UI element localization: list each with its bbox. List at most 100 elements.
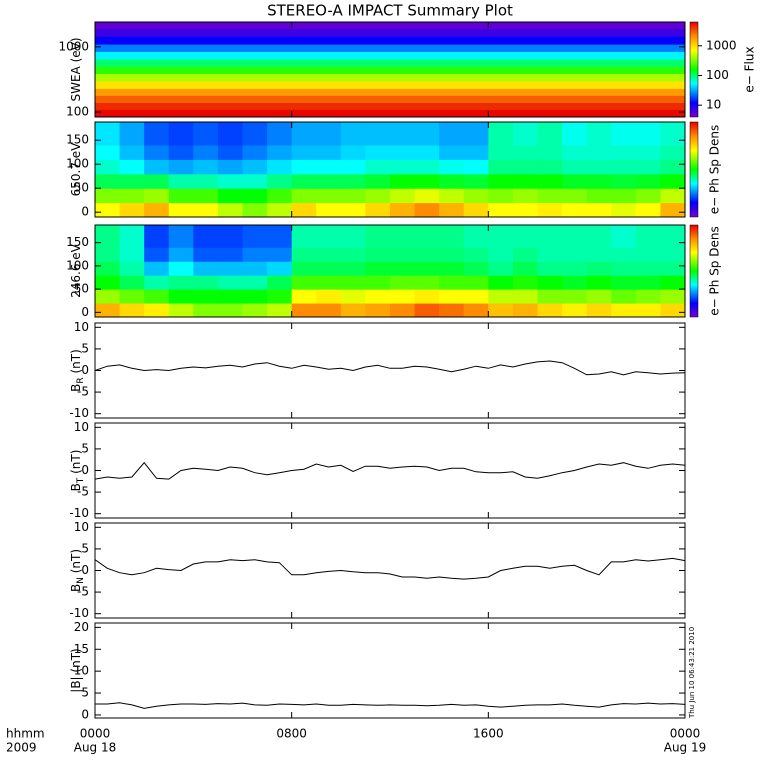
spectrogram-cell	[390, 202, 416, 217]
x-axis-label: hhmm	[6, 727, 45, 741]
spectrogram-cell	[390, 122, 416, 146]
spectrogram-cell	[95, 145, 121, 160]
spectrogram-cell	[267, 289, 293, 304]
spectrogram-cell	[635, 303, 661, 317]
spectrogram-cell	[242, 225, 268, 248]
spectrogram-cell	[660, 261, 685, 276]
spectrogram-cell	[95, 28, 685, 37]
spectrogram-cell	[635, 289, 661, 304]
data-line	[95, 702, 685, 709]
spectrogram-cell	[660, 289, 685, 304]
spectrogram-cell	[414, 122, 440, 146]
spectrogram-cell	[217, 303, 243, 317]
y-axis-label: 246.6 eV	[69, 243, 83, 298]
spectrogram-cell	[365, 145, 391, 160]
panel-plot	[95, 225, 685, 317]
y-tick-label: 10	[74, 420, 89, 434]
spectrogram-cell	[95, 159, 121, 175]
spectrogram-cell	[586, 122, 612, 146]
spectrogram-cell	[95, 59, 685, 67]
spectrogram-cell	[660, 188, 685, 204]
y-tick-label: 10	[74, 520, 89, 534]
spectrogram-cell	[144, 159, 170, 175]
spectrogram-cell	[586, 173, 612, 189]
spectrogram-cell	[463, 188, 489, 204]
spectrogram-cell	[390, 188, 416, 204]
spectrogram-cell	[537, 188, 563, 204]
spectrogram-cell	[267, 202, 293, 217]
spectrogram-cell	[267, 225, 293, 248]
spectrogram-cell	[119, 275, 145, 290]
spectrogram-cell	[316, 275, 342, 290]
spectrogram-cell	[95, 289, 121, 304]
spectrogram-cell	[144, 247, 170, 262]
colorbar-label: e− Flux	[743, 46, 757, 92]
spectrogram-cell	[414, 261, 440, 276]
x-tick-label: 1600	[473, 727, 504, 741]
y-tick-label: 0	[81, 205, 89, 219]
spectrogram-cell	[537, 303, 563, 317]
spectrogram-cell	[390, 261, 416, 276]
spectrogram-cell	[316, 122, 342, 146]
spectrogram-cell	[193, 225, 219, 248]
spectrogram-cell	[365, 159, 391, 175]
spectrogram-cell	[193, 122, 219, 146]
spectrogram-cell	[144, 303, 170, 317]
spectrogram-cell	[562, 145, 588, 160]
y-axis-label: BR (nT)	[69, 349, 86, 392]
spectrogram-cell	[365, 188, 391, 204]
spectrogram-cell	[144, 188, 170, 204]
spectrogram-cell	[414, 303, 440, 317]
spectrogram-cell	[217, 188, 243, 204]
colorbar	[689, 121, 699, 218]
spectrogram-cell	[512, 145, 538, 160]
y-tick-label: 100	[66, 258, 89, 272]
spectrogram-cell	[168, 145, 194, 160]
spectrogram-cell	[168, 247, 194, 262]
spectrogram-cell	[95, 88, 685, 96]
spectrogram-cell	[316, 173, 342, 189]
spectrogram-cell	[512, 303, 538, 317]
spectrogram-cell	[95, 225, 121, 248]
spectrogram-cell	[611, 159, 637, 175]
spectrogram-cell	[414, 159, 440, 175]
spectrogram-cell	[168, 173, 194, 189]
spectrogram-cell	[316, 225, 342, 248]
spectrogram-cell	[512, 188, 538, 204]
y-axis-label-part: B	[69, 584, 83, 592]
x-tick-label: 0000	[80, 727, 111, 741]
spectrogram-cell	[611, 122, 637, 146]
spectrogram-cell	[488, 145, 514, 160]
spectrogram-cell	[611, 261, 637, 276]
spectrogram-cell	[660, 303, 685, 317]
spectrogram-cell	[242, 303, 268, 317]
spectrogram-cell	[242, 202, 268, 217]
spectrogram-cell	[365, 303, 391, 317]
spectrogram-cell	[635, 261, 661, 276]
spectrogram-cell	[316, 247, 342, 262]
spectrogram-cell	[537, 289, 563, 304]
y-tick-label: 5	[81, 541, 89, 555]
spectrogram-cell	[217, 202, 243, 217]
spectrogram-cell	[291, 202, 317, 217]
spectrogram-cell	[267, 188, 293, 204]
y-axis-label-part: (nT)	[69, 549, 83, 577]
spectrogram-cell	[291, 145, 317, 160]
spectrogram-cell	[316, 289, 342, 304]
spectrogram-cell	[390, 247, 416, 262]
spectrogram-cell	[144, 145, 170, 160]
spectrogram-cell	[439, 261, 465, 276]
spectrogram-cell	[316, 159, 342, 175]
spectrogram-cell	[168, 289, 194, 304]
y-axis-label-part: R	[76, 377, 86, 383]
spectrogram-cell	[168, 202, 194, 217]
spectrogram-cell	[95, 173, 121, 189]
spectrogram-cell	[193, 247, 219, 262]
y-tick-label: 0	[81, 463, 89, 477]
spectrogram-cell	[414, 173, 440, 189]
y-axis-label: SWEA (eV)	[69, 37, 83, 101]
spectrogram-cell	[144, 122, 170, 146]
panel-plot	[95, 461, 685, 480]
y-tick-label: 150	[66, 133, 89, 147]
spectrogram-cell	[144, 202, 170, 217]
